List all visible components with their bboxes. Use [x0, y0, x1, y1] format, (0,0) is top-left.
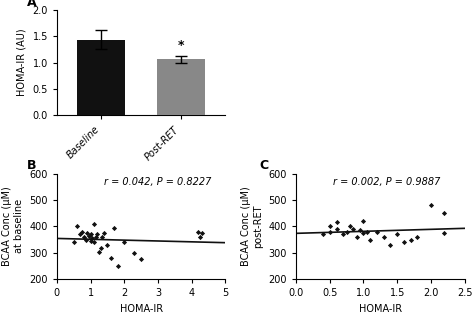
Point [333, 220, 340, 225]
X-axis label: HOMA-IR: HOMA-IR [359, 304, 402, 314]
Text: B: B [27, 160, 36, 172]
Point [90, 240, 98, 245]
Point [100, 230, 108, 236]
Point [380, 234, 387, 239]
Text: *: * [178, 39, 184, 52]
Point [73, 224, 81, 229]
Point [80, 234, 88, 239]
Point [195, 229, 202, 234]
Point [333, 227, 340, 232]
Text: r = 0.002, P = 0.9887: r = 0.002, P = 0.9887 [333, 177, 440, 187]
Y-axis label: BCAA Conc (μM)
post-RET: BCAA Conc (μM) post-RET [241, 187, 263, 266]
X-axis label: HOMA-IR: HOMA-IR [119, 304, 163, 314]
Point [107, 256, 115, 261]
Bar [77, 40, 125, 115]
Point [360, 219, 367, 224]
Point [349, 227, 357, 232]
Point [373, 229, 381, 234]
Point [360, 230, 367, 236]
Point [90, 221, 98, 226]
Point [120, 240, 128, 245]
Point [363, 229, 371, 234]
Point [440, 230, 448, 236]
Point [198, 230, 206, 236]
Point [104, 242, 111, 247]
Point [196, 234, 204, 239]
Point [114, 264, 121, 269]
Point [407, 237, 414, 242]
Point [87, 232, 94, 237]
Point [92, 234, 100, 239]
Point [343, 229, 350, 234]
Point [130, 250, 138, 256]
Point [85, 233, 93, 238]
Point [353, 234, 361, 239]
Point [400, 240, 408, 245]
Point [413, 234, 421, 239]
Point [93, 232, 101, 237]
Point [427, 203, 435, 208]
Point [356, 228, 364, 233]
Point [346, 224, 354, 229]
Y-axis label: BCAA Conc (μM)
at baseline: BCAA Conc (μM) at baseline [2, 187, 24, 266]
Point [82, 237, 89, 242]
Point [137, 257, 145, 262]
Point [78, 229, 86, 234]
Point [326, 224, 334, 229]
Point [393, 232, 401, 237]
Point [70, 240, 78, 245]
Point [97, 245, 104, 250]
Point [89, 236, 96, 241]
Point [95, 249, 103, 254]
Text: r = 0.042, P = 0.8227: r = 0.042, P = 0.8227 [104, 177, 211, 187]
Point [339, 232, 347, 237]
Bar [157, 59, 205, 115]
Point [99, 234, 106, 239]
Point [319, 232, 327, 237]
Point [110, 225, 118, 230]
Point [77, 232, 84, 237]
Text: A: A [27, 0, 36, 9]
Point [366, 237, 374, 242]
Y-axis label: HOMA-IR (AU): HOMA-IR (AU) [17, 29, 27, 96]
Point [387, 242, 394, 247]
Point [440, 211, 448, 216]
Point [326, 229, 334, 234]
Point [87, 239, 94, 244]
Text: C: C [259, 160, 268, 172]
Point [83, 230, 91, 236]
